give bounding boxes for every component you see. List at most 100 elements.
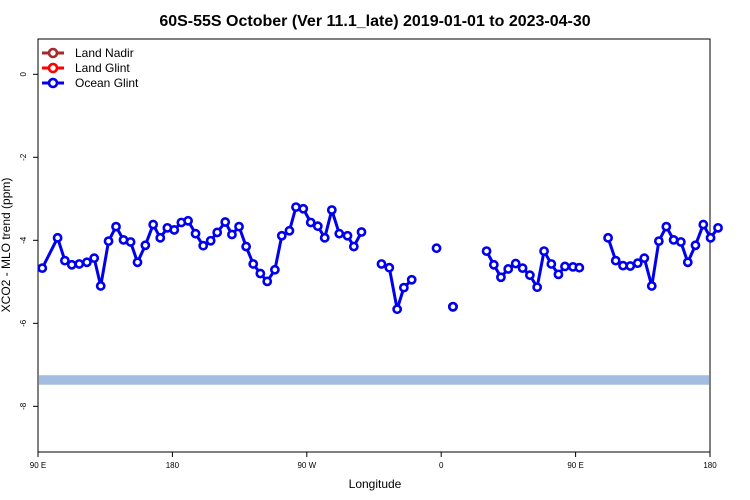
- data-point: [241, 241, 252, 252]
- data-point: [312, 221, 323, 232]
- x-tick-label: 180: [703, 461, 717, 470]
- data-point: [603, 232, 613, 243]
- x-tick-label: 0: [439, 461, 444, 470]
- legend-swatch-marker: [47, 77, 59, 89]
- x-axis-label: Longitude: [349, 477, 402, 491]
- data-point: [682, 257, 693, 268]
- data-point: [255, 268, 266, 279]
- data-point: [326, 205, 337, 215]
- data-point: [610, 255, 621, 266]
- legend-entry-label: Ocean Glint: [75, 76, 139, 90]
- chart-title: 60S-55S October (Ver 11.1_late) 2019-01-…: [159, 13, 590, 30]
- data-point: [481, 246, 492, 257]
- x-tick-label: 180: [166, 461, 180, 470]
- data-point: [220, 217, 231, 227]
- data-point: [503, 264, 514, 274]
- data-point: [653, 236, 664, 247]
- data-point: [384, 262, 395, 273]
- y-tick-label: -8: [19, 402, 28, 410]
- data-point: [89, 253, 100, 264]
- data-point: [632, 258, 643, 269]
- legend-swatch-marker: [47, 47, 59, 59]
- data-point: [510, 258, 521, 269]
- y-tick-label: 0: [19, 72, 28, 77]
- data-point: [532, 282, 543, 293]
- data-point: [560, 261, 570, 272]
- data-point: [661, 221, 672, 232]
- data-point: [111, 221, 121, 232]
- data-point: [190, 228, 201, 239]
- data-point: [132, 257, 143, 268]
- data-point: [305, 217, 316, 228]
- y-axis-label: XCO2 - MLO trend (ppm): [0, 178, 13, 313]
- data-point: [82, 257, 92, 268]
- data-point: [103, 236, 114, 247]
- plot-area: [37, 38, 723, 453]
- series-ocean-glint: [481, 219, 723, 293]
- data-point: [574, 262, 585, 273]
- data-point: [52, 232, 63, 243]
- data-point: [713, 222, 723, 233]
- legend-entry-label: Land Nadir: [75, 46, 134, 60]
- data-point: [392, 304, 403, 315]
- y-tick-label: -2: [19, 153, 28, 161]
- data-point: [148, 219, 159, 230]
- legend-swatch-marker: [47, 62, 59, 74]
- data-point: [488, 259, 499, 270]
- data-point: [183, 215, 193, 226]
- data-point: [205, 235, 216, 246]
- data-point: [524, 270, 535, 281]
- data-point: [348, 241, 359, 252]
- data-point: [298, 203, 309, 214]
- data-point: [553, 269, 564, 280]
- data-point: [539, 246, 549, 257]
- data-point: [169, 225, 180, 235]
- data-point: [198, 240, 209, 251]
- data-point: [95, 281, 106, 291]
- data-point: [319, 232, 330, 243]
- data-point: [140, 240, 151, 251]
- data-point: [342, 230, 353, 241]
- x-tick-label: 90 E: [567, 461, 583, 470]
- data-point: [675, 237, 686, 247]
- data-point: [334, 228, 345, 239]
- data-point: [398, 282, 409, 293]
- data-point: [66, 259, 77, 270]
- x-tick-label: 90 W: [297, 461, 316, 470]
- data-point: [406, 274, 417, 285]
- data-point: [74, 259, 85, 269]
- data-point: [276, 230, 287, 241]
- data-point: [125, 237, 136, 247]
- data-point: [269, 264, 280, 275]
- data-point: [234, 221, 244, 232]
- data-point: [284, 225, 295, 236]
- data-point: [59, 255, 70, 266]
- data-point: [155, 232, 166, 243]
- data-point: [262, 276, 273, 287]
- y-axis: 0 -2 -4 -6 -8: [19, 72, 38, 410]
- series-ocean-glint: [37, 202, 458, 315]
- data-point: [212, 227, 223, 238]
- x-tick-label: 90 E: [30, 461, 46, 470]
- data-point: [705, 232, 716, 243]
- data-point: [517, 263, 528, 274]
- data-point: [356, 227, 367, 237]
- y-tick-label: -4: [19, 236, 28, 244]
- data-point: [376, 259, 387, 269]
- data-point: [431, 243, 442, 254]
- data-point: [248, 259, 259, 269]
- y-tick-label: -6: [19, 319, 28, 327]
- legend-entry-label: Land Glint: [75, 61, 130, 75]
- data-point: [37, 263, 48, 274]
- x-axis: 90 E 180 90 W 0 90 E 180: [30, 452, 717, 470]
- data-point: [448, 301, 458, 312]
- data-point: [546, 259, 557, 269]
- data-point: [227, 229, 237, 240]
- data-point: [496, 272, 506, 283]
- data-point: [690, 240, 701, 251]
- data-point: [639, 253, 650, 264]
- series-layer: [37, 202, 723, 315]
- data-point: [646, 281, 657, 291]
